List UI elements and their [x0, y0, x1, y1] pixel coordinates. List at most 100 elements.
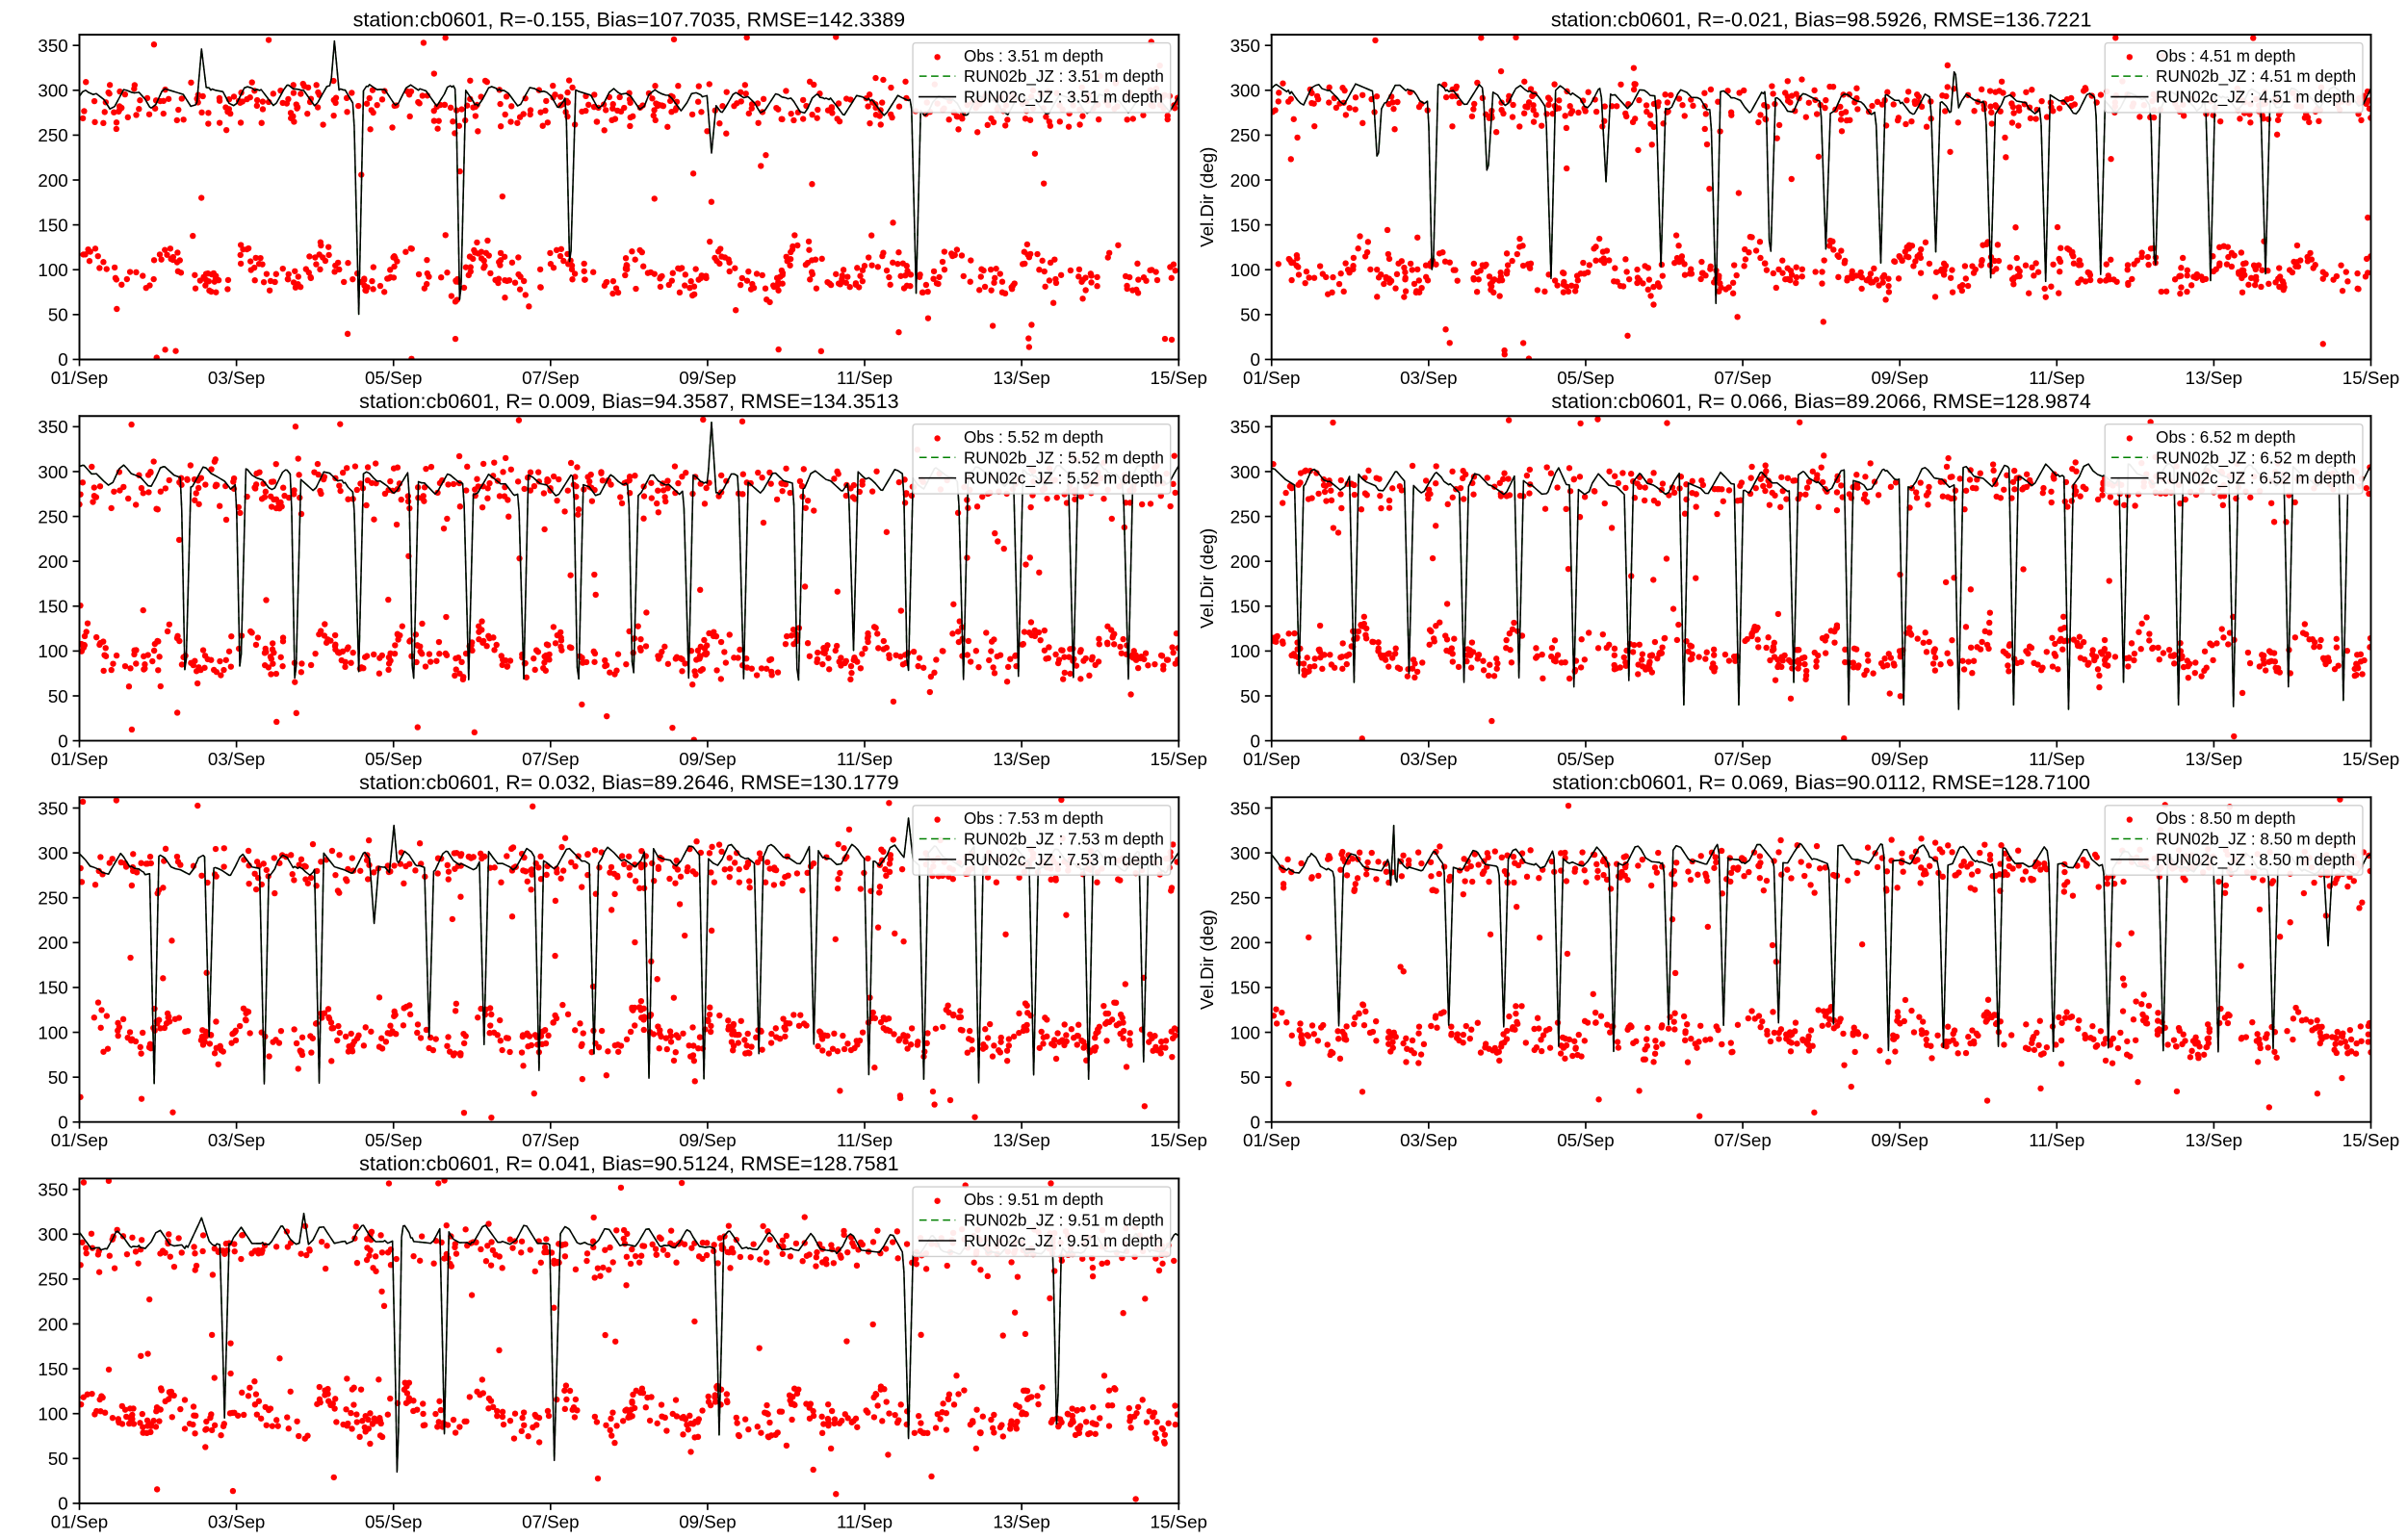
svg-text:01/Sep: 01/Sep — [1243, 749, 1300, 769]
svg-text:Vel.Dir (deg): Vel.Dir (deg) — [1197, 147, 1217, 247]
svg-text:15/Sep: 15/Sep — [2342, 368, 2399, 388]
svg-text:300: 300 — [1230, 843, 1260, 863]
svg-text:0: 0 — [58, 731, 67, 751]
svg-text:Obs : 6.52 m depth: Obs : 6.52 m depth — [2156, 428, 2295, 447]
svg-text:0: 0 — [1250, 1113, 1259, 1133]
svg-text:50: 50 — [48, 305, 68, 325]
svg-text:200: 200 — [38, 1314, 67, 1334]
svg-text:05/Sep: 05/Sep — [365, 749, 422, 769]
svg-text:11/Sep: 11/Sep — [837, 368, 893, 388]
svg-text:11/Sep: 11/Sep — [2029, 749, 2084, 769]
svg-text:350: 350 — [38, 36, 67, 56]
svg-text:350: 350 — [1230, 798, 1260, 818]
svg-text:RUN02b_JZ : 8.50 m depth: RUN02b_JZ : 8.50 m depth — [2156, 830, 2356, 848]
svg-text:350: 350 — [38, 417, 67, 437]
svg-text:station:cb0601, R= 0.009, Bias: station:cb0601, R= 0.009, Bias=94.3587, … — [359, 390, 898, 413]
svg-text:13/Sep: 13/Sep — [2186, 368, 2242, 388]
svg-text:250: 250 — [38, 1270, 67, 1290]
svg-text:03/Sep: 03/Sep — [208, 368, 265, 388]
svg-text:01/Sep: 01/Sep — [1243, 1130, 1300, 1150]
svg-text:05/Sep: 05/Sep — [1557, 368, 1614, 388]
svg-text:RUN02b_JZ : 5.52 m depth: RUN02b_JZ : 5.52 m depth — [964, 449, 1164, 467]
svg-text:0: 0 — [58, 1494, 67, 1514]
svg-text:RUN02b_JZ : 6.52 m depth: RUN02b_JZ : 6.52 m depth — [2156, 449, 2356, 467]
svg-text:Obs : 4.51 m depth: Obs : 4.51 m depth — [2156, 47, 2295, 65]
svg-text:200: 200 — [1230, 552, 1260, 572]
svg-text:200: 200 — [38, 170, 67, 191]
svg-text:11/Sep: 11/Sep — [2029, 368, 2084, 388]
svg-text:0: 0 — [1250, 349, 1259, 370]
svg-text:200: 200 — [1230, 933, 1260, 953]
svg-text:150: 150 — [38, 978, 67, 998]
svg-text:0: 0 — [58, 349, 67, 370]
svg-text:RUN02c_JZ : 9.51 m depth: RUN02c_JZ : 9.51 m depth — [964, 1232, 1163, 1250]
svg-text:15/Sep: 15/Sep — [2342, 749, 2399, 769]
svg-text:RUN02c_JZ : 3.51 m depth: RUN02c_JZ : 3.51 m depth — [964, 89, 1163, 107]
svg-text:150: 150 — [38, 1359, 67, 1379]
svg-text:300: 300 — [1230, 462, 1260, 482]
svg-text:350: 350 — [1230, 36, 1260, 56]
svg-text:15/Sep: 15/Sep — [1151, 1130, 1207, 1150]
svg-text:50: 50 — [48, 686, 68, 706]
svg-text:13/Sep: 13/Sep — [993, 1130, 1049, 1150]
svg-text:RUN02c_JZ : 6.52 m depth: RUN02c_JZ : 6.52 m depth — [2156, 470, 2355, 488]
svg-text:01/Sep: 01/Sep — [51, 749, 108, 769]
svg-text:RUN02c_JZ : 8.50 m depth: RUN02c_JZ : 8.50 m depth — [2156, 851, 2355, 869]
svg-text:RUN02c_JZ : 7.53 m depth: RUN02c_JZ : 7.53 m depth — [964, 851, 1163, 869]
svg-text:09/Sep: 09/Sep — [1871, 1130, 1928, 1150]
svg-text:150: 150 — [1230, 597, 1260, 617]
svg-text:07/Sep: 07/Sep — [522, 1130, 579, 1150]
svg-text:05/Sep: 05/Sep — [365, 1511, 422, 1531]
svg-text:Obs : 5.52 m depth: Obs : 5.52 m depth — [964, 428, 1103, 447]
svg-text:150: 150 — [1230, 978, 1260, 998]
svg-text:05/Sep: 05/Sep — [365, 368, 422, 388]
svg-text:01/Sep: 01/Sep — [51, 1130, 108, 1150]
svg-text:07/Sep: 07/Sep — [1714, 368, 1771, 388]
svg-text:250: 250 — [38, 125, 67, 145]
svg-text:250: 250 — [38, 506, 67, 526]
svg-text:09/Sep: 09/Sep — [679, 368, 736, 388]
svg-text:Obs : 3.51 m depth: Obs : 3.51 m depth — [964, 47, 1103, 65]
svg-text:RUN02b_JZ : 4.51 m depth: RUN02b_JZ : 4.51 m depth — [2156, 67, 2356, 86]
svg-text:300: 300 — [38, 843, 67, 863]
svg-text:0: 0 — [1250, 731, 1259, 751]
svg-text:RUN02c_JZ : 4.51 m depth: RUN02c_JZ : 4.51 m depth — [2156, 89, 2355, 107]
svg-text:100: 100 — [1230, 260, 1260, 280]
svg-text:03/Sep: 03/Sep — [208, 1130, 265, 1150]
svg-text:RUN02b_JZ : 9.51 m depth: RUN02b_JZ : 9.51 m depth — [964, 1212, 1164, 1230]
svg-text:15/Sep: 15/Sep — [1151, 368, 1207, 388]
svg-text:11/Sep: 11/Sep — [2029, 1130, 2084, 1150]
svg-text:250: 250 — [1230, 125, 1260, 145]
svg-text:0: 0 — [58, 1113, 67, 1133]
svg-text:300: 300 — [38, 1224, 67, 1245]
svg-text:05/Sep: 05/Sep — [1557, 749, 1614, 769]
svg-text:11/Sep: 11/Sep — [837, 749, 893, 769]
svg-text:03/Sep: 03/Sep — [208, 1511, 265, 1531]
svg-text:13/Sep: 13/Sep — [993, 368, 1049, 388]
svg-text:250: 250 — [1230, 506, 1260, 526]
svg-text:station:cb0601, R= 0.069, Bias: station:cb0601, R= 0.069, Bias=90.0112, … — [1552, 771, 2090, 794]
svg-text:Vel.Dir (deg): Vel.Dir (deg) — [1197, 528, 1217, 629]
svg-text:350: 350 — [38, 1179, 67, 1199]
svg-text:07/Sep: 07/Sep — [1714, 1130, 1771, 1150]
svg-text:Vel.Dir (deg): Vel.Dir (deg) — [1197, 910, 1217, 1010]
svg-text:100: 100 — [38, 260, 67, 280]
svg-text:200: 200 — [1230, 170, 1260, 191]
svg-text:RUN02c_JZ : 5.52 m depth: RUN02c_JZ : 5.52 m depth — [964, 470, 1163, 488]
svg-text:03/Sep: 03/Sep — [208, 749, 265, 769]
svg-text:Obs : 8.50 m depth: Obs : 8.50 m depth — [2156, 809, 2295, 828]
svg-text:Obs : 7.53 m depth: Obs : 7.53 m depth — [964, 809, 1103, 828]
svg-text:300: 300 — [38, 81, 67, 101]
svg-text:05/Sep: 05/Sep — [365, 1130, 422, 1150]
svg-text:05/Sep: 05/Sep — [1557, 1130, 1614, 1150]
svg-text:15/Sep: 15/Sep — [1151, 1511, 1207, 1531]
svg-text:13/Sep: 13/Sep — [2186, 749, 2242, 769]
svg-text:Obs : 9.51 m depth: Obs : 9.51 m depth — [964, 1191, 1103, 1209]
svg-text:50: 50 — [1240, 1067, 1260, 1088]
svg-text:03/Sep: 03/Sep — [1400, 368, 1457, 388]
svg-text:250: 250 — [1230, 888, 1260, 909]
svg-text:03/Sep: 03/Sep — [1400, 1130, 1457, 1150]
svg-text:RUN02b_JZ : 7.53 m depth: RUN02b_JZ : 7.53 m depth — [964, 830, 1164, 848]
svg-text:150: 150 — [38, 215, 67, 235]
svg-text:09/Sep: 09/Sep — [679, 749, 736, 769]
